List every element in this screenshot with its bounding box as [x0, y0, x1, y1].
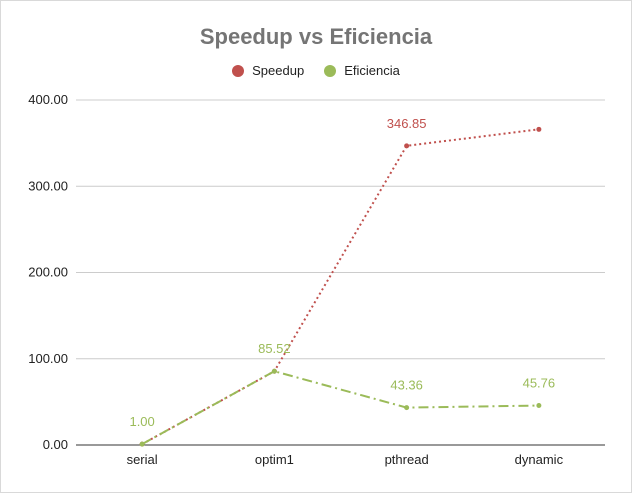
- data-label: 1.00: [129, 414, 154, 429]
- y-tick-label: 400.00: [28, 92, 68, 107]
- chart-legend: Speedup Eficiencia: [0, 63, 632, 78]
- data-point: [404, 405, 410, 411]
- series-line-speedup: [141, 128, 539, 446]
- chart-title: Speedup vs Eficiencia: [199, 24, 433, 49]
- data-point: [536, 403, 542, 409]
- data-label: 43.36: [390, 378, 423, 393]
- data-point: [139, 441, 145, 447]
- legend-label-speedup: Speedup: [252, 63, 305, 78]
- x-tick-label: dynamic: [515, 452, 564, 467]
- y-tick-label: 0.00: [43, 437, 68, 452]
- y-tick-label: 200.00: [28, 265, 68, 280]
- y-tick-label: 100.00: [28, 351, 68, 366]
- legend-item-eficiencia: Eficiencia: [324, 63, 400, 78]
- legend-marker-speedup: [232, 64, 245, 77]
- x-tick-label: pthread: [385, 452, 429, 467]
- data-point: [536, 126, 542, 132]
- data-label: 45.76: [523, 376, 556, 391]
- legend-item-speedup: Speedup: [232, 63, 304, 78]
- x-tick-label: optim1: [255, 452, 294, 467]
- legend-marker-eficiencia: [324, 64, 337, 77]
- data-label: 85.52: [258, 341, 291, 356]
- data-point: [271, 368, 277, 374]
- x-tick-label: serial: [127, 452, 158, 467]
- series-line-eficiencia: [141, 370, 539, 446]
- y-tick-label: 300.00: [28, 178, 68, 193]
- legend-label-eficiencia: Eficiencia: [344, 63, 400, 78]
- data-point: [404, 143, 410, 149]
- data-label: 346.85: [387, 116, 427, 131]
